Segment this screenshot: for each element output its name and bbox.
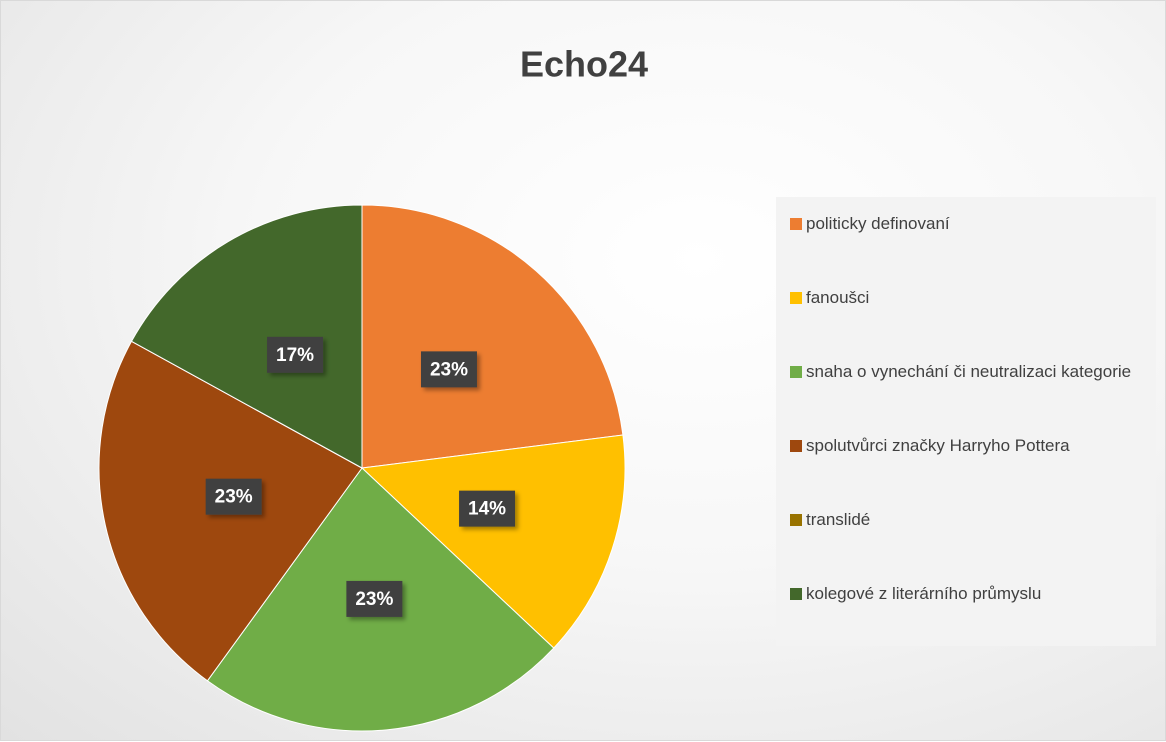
data-label: 14% <box>468 499 506 520</box>
legend-item: politicky definovaní <box>790 209 1146 283</box>
legend-swatch <box>790 366 802 378</box>
legend-swatch <box>790 514 802 526</box>
legend: politicky definovaní fanoušci snaha o vyne… <box>776 197 1156 646</box>
data-label-box <box>267 336 324 373</box>
legend-swatch <box>790 588 802 600</box>
data-label: 23% <box>215 487 253 508</box>
pie-slice <box>130 204 363 469</box>
legend-item: translidé <box>790 505 1146 579</box>
legend-swatch <box>790 440 802 452</box>
data-label: 17% <box>276 345 314 366</box>
legend-item: fanoušci <box>790 283 1146 357</box>
pie-slice <box>360 434 626 649</box>
legend-label: politicky definovaní <box>806 214 950 233</box>
legend-label: kolegové z literárního průmyslu <box>806 584 1042 603</box>
data-label-box <box>205 478 262 515</box>
legend-item: spolutvůrci značky Harryho Pottera <box>790 431 1146 505</box>
data-label: 23% <box>355 589 393 610</box>
legend-label: fanoušci <box>806 288 870 307</box>
pie-slice <box>361 204 624 469</box>
data-label-box <box>346 580 403 617</box>
data-label-box <box>420 351 477 388</box>
legend-label: translidé <box>806 510 871 529</box>
chart-title: Echo24 <box>520 44 648 85</box>
legend-label: spolutvůrci značky Harryho Pottera <box>806 436 1070 455</box>
data-label: 23% <box>430 359 468 380</box>
legend-item: kolegové z literárního průmyslu <box>790 579 1146 653</box>
data-label-box <box>459 490 516 527</box>
legend-swatch <box>790 218 802 230</box>
legend-label: snaha o vynechání či neutralizaci katego… <box>806 362 1132 381</box>
legend-swatch <box>790 292 802 304</box>
legend-item: snaha o vynechání či neutralizaci katego… <box>790 357 1146 431</box>
